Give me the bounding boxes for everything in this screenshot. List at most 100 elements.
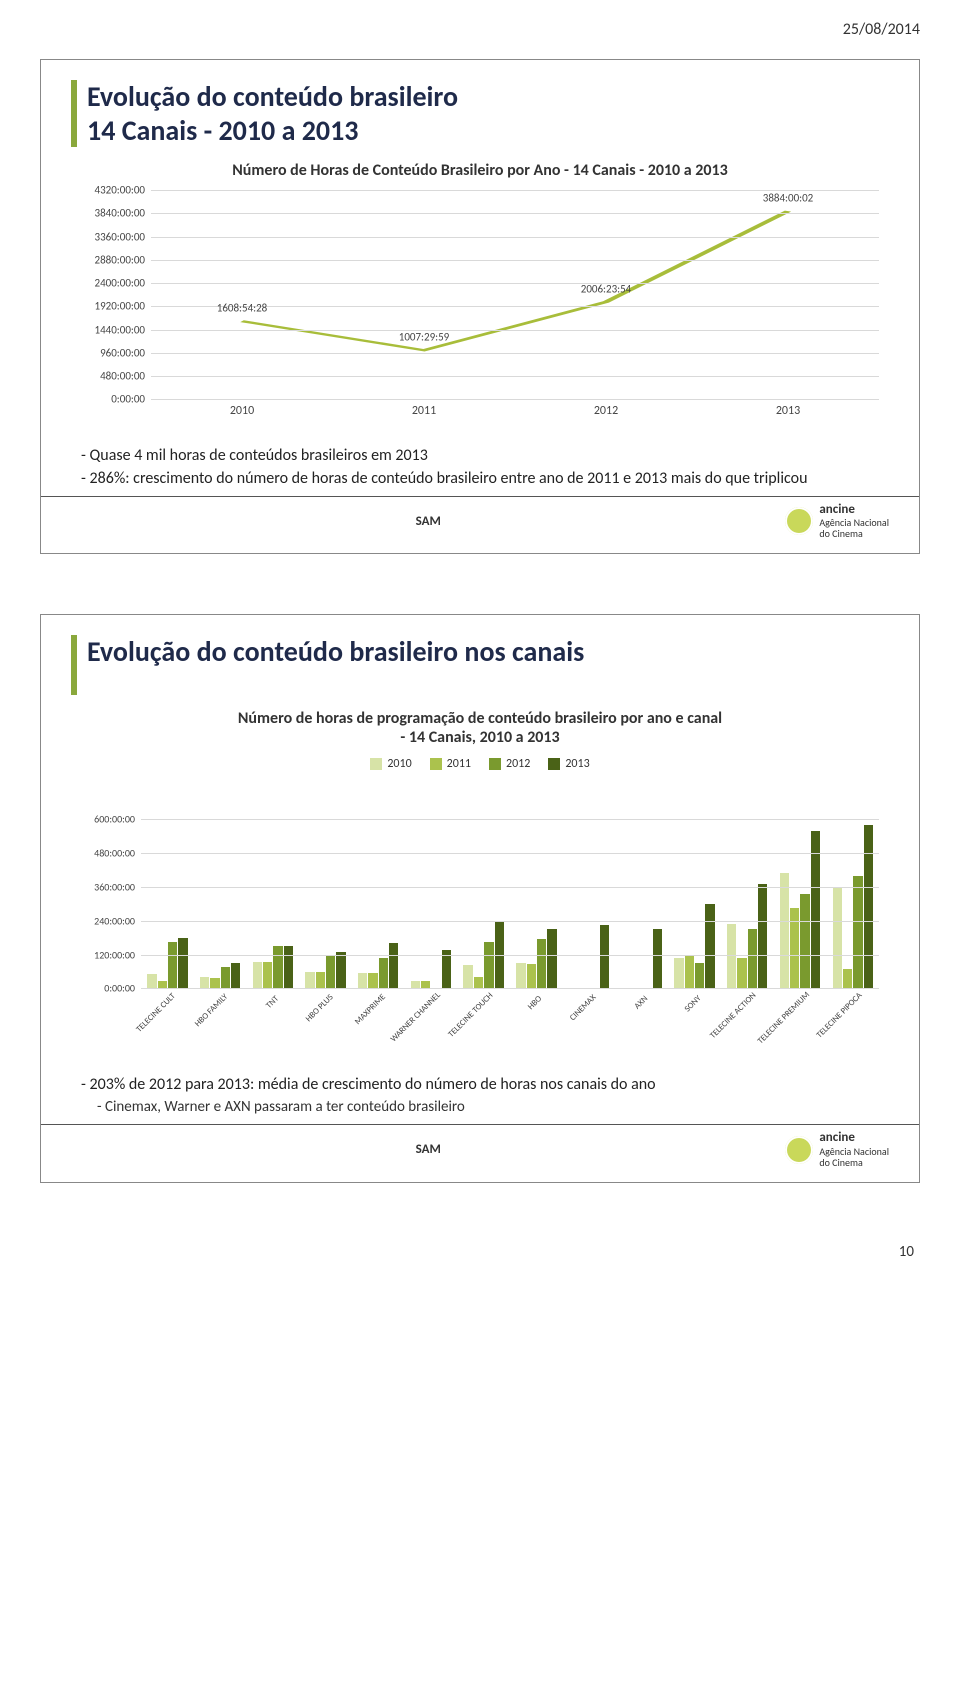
x-tick-label: TELECINE CULT (141, 993, 194, 1059)
grid-line (151, 399, 879, 400)
bar (484, 942, 493, 988)
grid-line (141, 955, 879, 956)
bar-plot: 0:00:00120:00:00240:00:00360:00:00480:00… (141, 819, 879, 989)
bar (305, 972, 314, 989)
ancine-logo: ancineAgência Nacionaldo Cinema (785, 1131, 889, 1167)
bar (168, 942, 177, 988)
x-tick-label: MAXPRIME (352, 993, 405, 1059)
title-accent (71, 635, 77, 695)
bar (527, 964, 536, 989)
bar (263, 962, 272, 989)
x-tick-label: 2013 (697, 404, 879, 430)
bar-group (457, 819, 510, 988)
bar (158, 981, 167, 989)
bar (284, 946, 293, 988)
legend-label: 2010 (387, 757, 411, 771)
title-row: Evolução do conteúdo brasileiro14 Canais… (71, 80, 889, 147)
grid-line (141, 921, 879, 922)
y-tick-label: 4320:00:00 (95, 184, 146, 197)
y-tick-label: 240:00:00 (94, 914, 135, 927)
bullet: - 286%: crescimento do número de horas d… (81, 469, 889, 488)
sam-label: SAM (416, 514, 441, 529)
x-tick-label: TELECINE PREMIUM (774, 993, 827, 1059)
bar (316, 972, 325, 988)
bar (653, 929, 662, 988)
x-tick-label: SONY (668, 993, 721, 1059)
slide2-bullets: - 203% de 2012 para 2013: média de cresc… (81, 1075, 889, 1094)
bullet: - 203% de 2012 para 2013: média de cresc… (81, 1075, 889, 1094)
point-label: 2006:23:54 (581, 283, 632, 296)
y-tick-label: 3840:00:00 (95, 207, 146, 220)
bar-group (405, 819, 458, 988)
bar-group (246, 819, 299, 988)
bar (221, 967, 230, 988)
bar-group (615, 819, 668, 988)
y-tick-label: 600:00:00 (94, 813, 135, 826)
bar-group (194, 819, 247, 988)
x-tick-label: 2011 (333, 404, 515, 430)
bar (411, 981, 420, 988)
x-tick-label: HBO FAMILY (194, 993, 247, 1059)
y-tick-label: 2880:00:00 (95, 253, 146, 266)
slide1-chart-title: Número de Horas de Conteúdo Brasileiro p… (71, 161, 889, 180)
sam-label: SAM (416, 1142, 441, 1157)
footer: SAM ancineAgência Nacionaldo Cinema (41, 1124, 919, 1171)
legend-label: 2011 (447, 757, 471, 771)
y-tick-label: 120:00:00 (94, 948, 135, 961)
bar (705, 904, 714, 989)
x-tick-label: WARNER CHANNEL (405, 993, 458, 1059)
y-tick-label: 1440:00:00 (95, 323, 146, 336)
grid-line (141, 988, 879, 989)
bar (463, 965, 472, 989)
line-chart: 0:00:00480:00:00960:00:001440:00:001920:… (71, 190, 889, 430)
y-tick-label: 0:00:00 (104, 982, 135, 995)
page-number: 10 (40, 1243, 920, 1261)
bar (231, 963, 240, 988)
bar (210, 978, 219, 988)
point-label: 3884:00:02 (763, 192, 814, 205)
x-labels: 2010201120122013 (151, 404, 879, 430)
y-tick-label: 1920:00:00 (95, 300, 146, 313)
footer: SAM ancineAgência Nacionaldo Cinema (41, 496, 919, 543)
bar (685, 956, 694, 988)
bar (695, 963, 704, 988)
legend-label: 2012 (506, 757, 530, 771)
bar (800, 894, 809, 988)
legend-swatch (370, 758, 382, 770)
grid-line (151, 260, 879, 261)
grid-line (151, 237, 879, 238)
slide-1: Evolução do conteúdo brasileiro14 Canais… (40, 59, 920, 554)
title-row: Evolução do conteúdo brasileiro nos cana… (71, 635, 889, 695)
bar (389, 943, 398, 988)
point-label: 1007:29:59 (399, 331, 450, 344)
bar (833, 887, 842, 988)
x-tick-label: TNT (246, 993, 299, 1059)
slide2-title: Evolução do conteúdo brasileiro nos cana… (87, 635, 584, 669)
y-tick-label: 2400:00:00 (95, 277, 146, 290)
bar-group (299, 819, 352, 988)
x-tick-label: TELECINE TOUCH (457, 993, 510, 1059)
bar (336, 952, 345, 989)
bar (516, 963, 525, 988)
bar (178, 938, 187, 989)
legend-item: 2012 (489, 757, 530, 771)
bar (326, 956, 335, 988)
ancine-logo: ancineAgência Nacionaldo Cinema (785, 503, 889, 539)
bar (737, 958, 746, 988)
grid-line (151, 283, 879, 284)
bar-groups (141, 819, 879, 988)
bar (811, 831, 820, 989)
legend-swatch (430, 758, 442, 770)
legend-swatch (548, 758, 560, 770)
y-tick-label: 480:00:00 (100, 369, 145, 382)
grid-line (141, 887, 879, 888)
legend-label: 2013 (565, 757, 589, 771)
legend-swatch (489, 758, 501, 770)
bar-group (141, 819, 194, 988)
bar (253, 962, 262, 989)
logo-text: ancineAgência Nacionaldo Cinema (819, 503, 889, 539)
x-tick-label: TELECINE PIPOCA (826, 993, 879, 1059)
bar (537, 939, 546, 988)
bar (748, 929, 757, 988)
bar (379, 958, 388, 989)
